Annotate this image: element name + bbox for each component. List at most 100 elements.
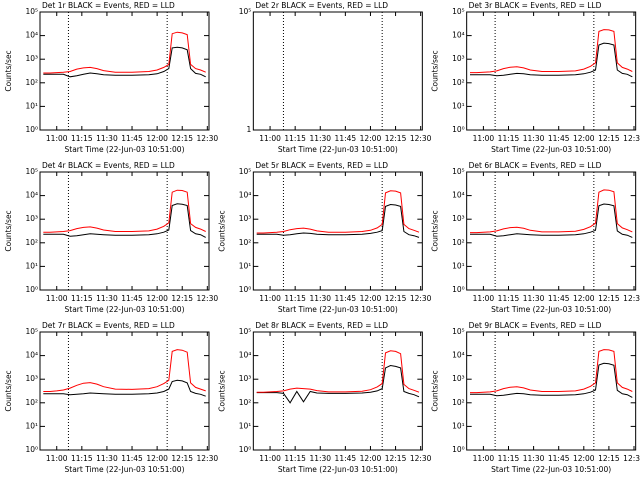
- x-tick-label: 12:15: [598, 454, 620, 463]
- x-tick-label: 11:45: [548, 294, 570, 303]
- y-tick-label: 10¹: [452, 261, 465, 270]
- x-tick-label: 11:00: [259, 134, 281, 143]
- x-tick-label: 12:15: [385, 134, 407, 143]
- x-tick-label: 12:30: [623, 294, 640, 303]
- x-tick-label: 11:30: [523, 294, 545, 303]
- chart-title: Det 9r BLACK = Events, RED = LLD: [469, 321, 602, 330]
- x-tick-label: 11:15: [284, 134, 306, 143]
- series-line: [470, 349, 633, 394]
- series-line: [470, 42, 633, 78]
- x-tick-label: 12:30: [197, 294, 219, 303]
- y-tick-label: 10³: [25, 374, 38, 383]
- y-tick-label: 10²: [239, 398, 252, 407]
- y-tick-label: 10⁴: [25, 31, 38, 40]
- x-tick-label: 11:15: [284, 454, 306, 463]
- x-tick-label: 12:15: [171, 454, 193, 463]
- y-tick-label: 10²: [452, 238, 465, 247]
- x-axis-label: Start Time (22-Jun-03 10:51:00): [65, 465, 185, 474]
- x-tick-label: 11:15: [284, 294, 306, 303]
- y-tick-label: 10⁵: [239, 7, 252, 16]
- x-tick-label: 12:30: [410, 294, 432, 303]
- plot-frame: [39, 331, 210, 451]
- y-tick-label: 10⁵: [25, 7, 38, 16]
- x-tick-label: 11:15: [498, 294, 520, 303]
- chart-title: Det 4r BLACK = Events, RED = LLD: [42, 161, 175, 170]
- y-tick-label: 10⁴: [239, 351, 252, 360]
- x-axis-label: Start Time (22-Jun-03 10:51:00): [278, 145, 398, 154]
- x-tick-label: 12:15: [385, 294, 407, 303]
- x-tick-label: 12:30: [623, 454, 640, 463]
- series-line: [43, 46, 206, 78]
- x-tick-label: 12:15: [171, 294, 193, 303]
- y-tick-label: 10¹: [25, 101, 38, 110]
- y-tick-label: 1: [247, 125, 252, 134]
- chart-title: Det 7r BLACK = Events, RED = LLD: [42, 321, 175, 330]
- x-tick-label: 11:15: [71, 294, 93, 303]
- series-line: [256, 203, 420, 238]
- series-line: [43, 31, 206, 74]
- x-tick-label: 11:00: [46, 294, 68, 303]
- x-axis-label: Start Time (22-Jun-03 10:51:00): [491, 465, 611, 474]
- y-axis-label: Counts/sec: [4, 50, 13, 91]
- plot-frame: [466, 11, 637, 131]
- x-tick-label: 12:15: [385, 454, 407, 463]
- x-tick-label: 11:30: [309, 134, 331, 143]
- series-line: [43, 189, 206, 233]
- y-tick-label: 10⁴: [239, 191, 252, 200]
- chart-title: Det 5r BLACK = Events, RED = LLD: [255, 161, 388, 170]
- chart-title: Det 1r BLACK = Events, RED = LLD: [42, 1, 175, 10]
- plot-frame: [466, 331, 637, 451]
- x-tick-label: 12:00: [360, 294, 382, 303]
- x-tick-label: 11:00: [46, 454, 68, 463]
- y-tick-label: 10³: [25, 214, 38, 223]
- y-tick-label: 10¹: [25, 421, 38, 430]
- y-tick-label: 10⁵: [25, 327, 38, 336]
- x-tick-label: 11:30: [96, 454, 118, 463]
- y-tick-label: 10³: [452, 54, 465, 63]
- y-tick-label: 10²: [25, 78, 38, 87]
- chart-title: Det 8r BLACK = Events, RED = LLD: [255, 321, 388, 330]
- y-tick-label: 10³: [239, 214, 252, 223]
- x-tick-label: 12:15: [598, 294, 620, 303]
- x-tick-label: 11:00: [259, 294, 281, 303]
- x-tick-label: 11:15: [71, 454, 93, 463]
- series-line: [256, 190, 420, 234]
- y-tick-label: 10⁴: [452, 31, 465, 40]
- y-tick-label: 10⁰: [25, 125, 38, 134]
- x-tick-label: 11:45: [121, 134, 143, 143]
- x-tick-label: 11:45: [335, 294, 357, 303]
- y-tick-label: 10¹: [239, 261, 252, 270]
- x-tick-label: 12:00: [573, 454, 595, 463]
- y-tick-label: 10³: [25, 54, 38, 63]
- x-tick-label: 11:30: [523, 454, 545, 463]
- x-axis-label: Start Time (22-Jun-03 10:51:00): [278, 465, 398, 474]
- y-tick-label: 10⁰: [239, 285, 252, 294]
- y-axis-label: Counts/sec: [431, 210, 440, 251]
- x-tick-label: 12:00: [146, 454, 168, 463]
- x-tick-label: 12:30: [623, 134, 640, 143]
- y-tick-label: 10⁵: [452, 167, 465, 176]
- x-tick-label: 11:45: [121, 294, 143, 303]
- y-tick-label: 10⁵: [452, 7, 465, 16]
- x-tick-label: 11:45: [335, 454, 357, 463]
- x-tick-label: 11:30: [96, 294, 118, 303]
- y-tick-label: 10¹: [452, 421, 465, 430]
- x-axis-label: Start Time (22-Jun-03 10:51:00): [65, 305, 185, 314]
- plot-frame: [39, 171, 210, 291]
- x-tick-label: 11:00: [46, 134, 68, 143]
- plot-frame: [252, 331, 423, 451]
- x-axis-label: Start Time (22-Jun-03 10:51:00): [491, 145, 611, 154]
- plot-frame: [252, 171, 423, 291]
- y-tick-label: 10⁴: [452, 351, 465, 360]
- series-line: [470, 189, 633, 234]
- x-tick-label: 12:00: [360, 134, 382, 143]
- y-tick-label: 10⁵: [239, 327, 252, 336]
- x-tick-label: 11:00: [259, 454, 281, 463]
- y-axis-label: Counts/sec: [217, 370, 226, 411]
- plot-frame: [466, 171, 637, 291]
- x-tick-label: 11:00: [473, 294, 495, 303]
- y-axis-label: Counts/sec: [217, 210, 226, 251]
- series-line: [43, 203, 206, 238]
